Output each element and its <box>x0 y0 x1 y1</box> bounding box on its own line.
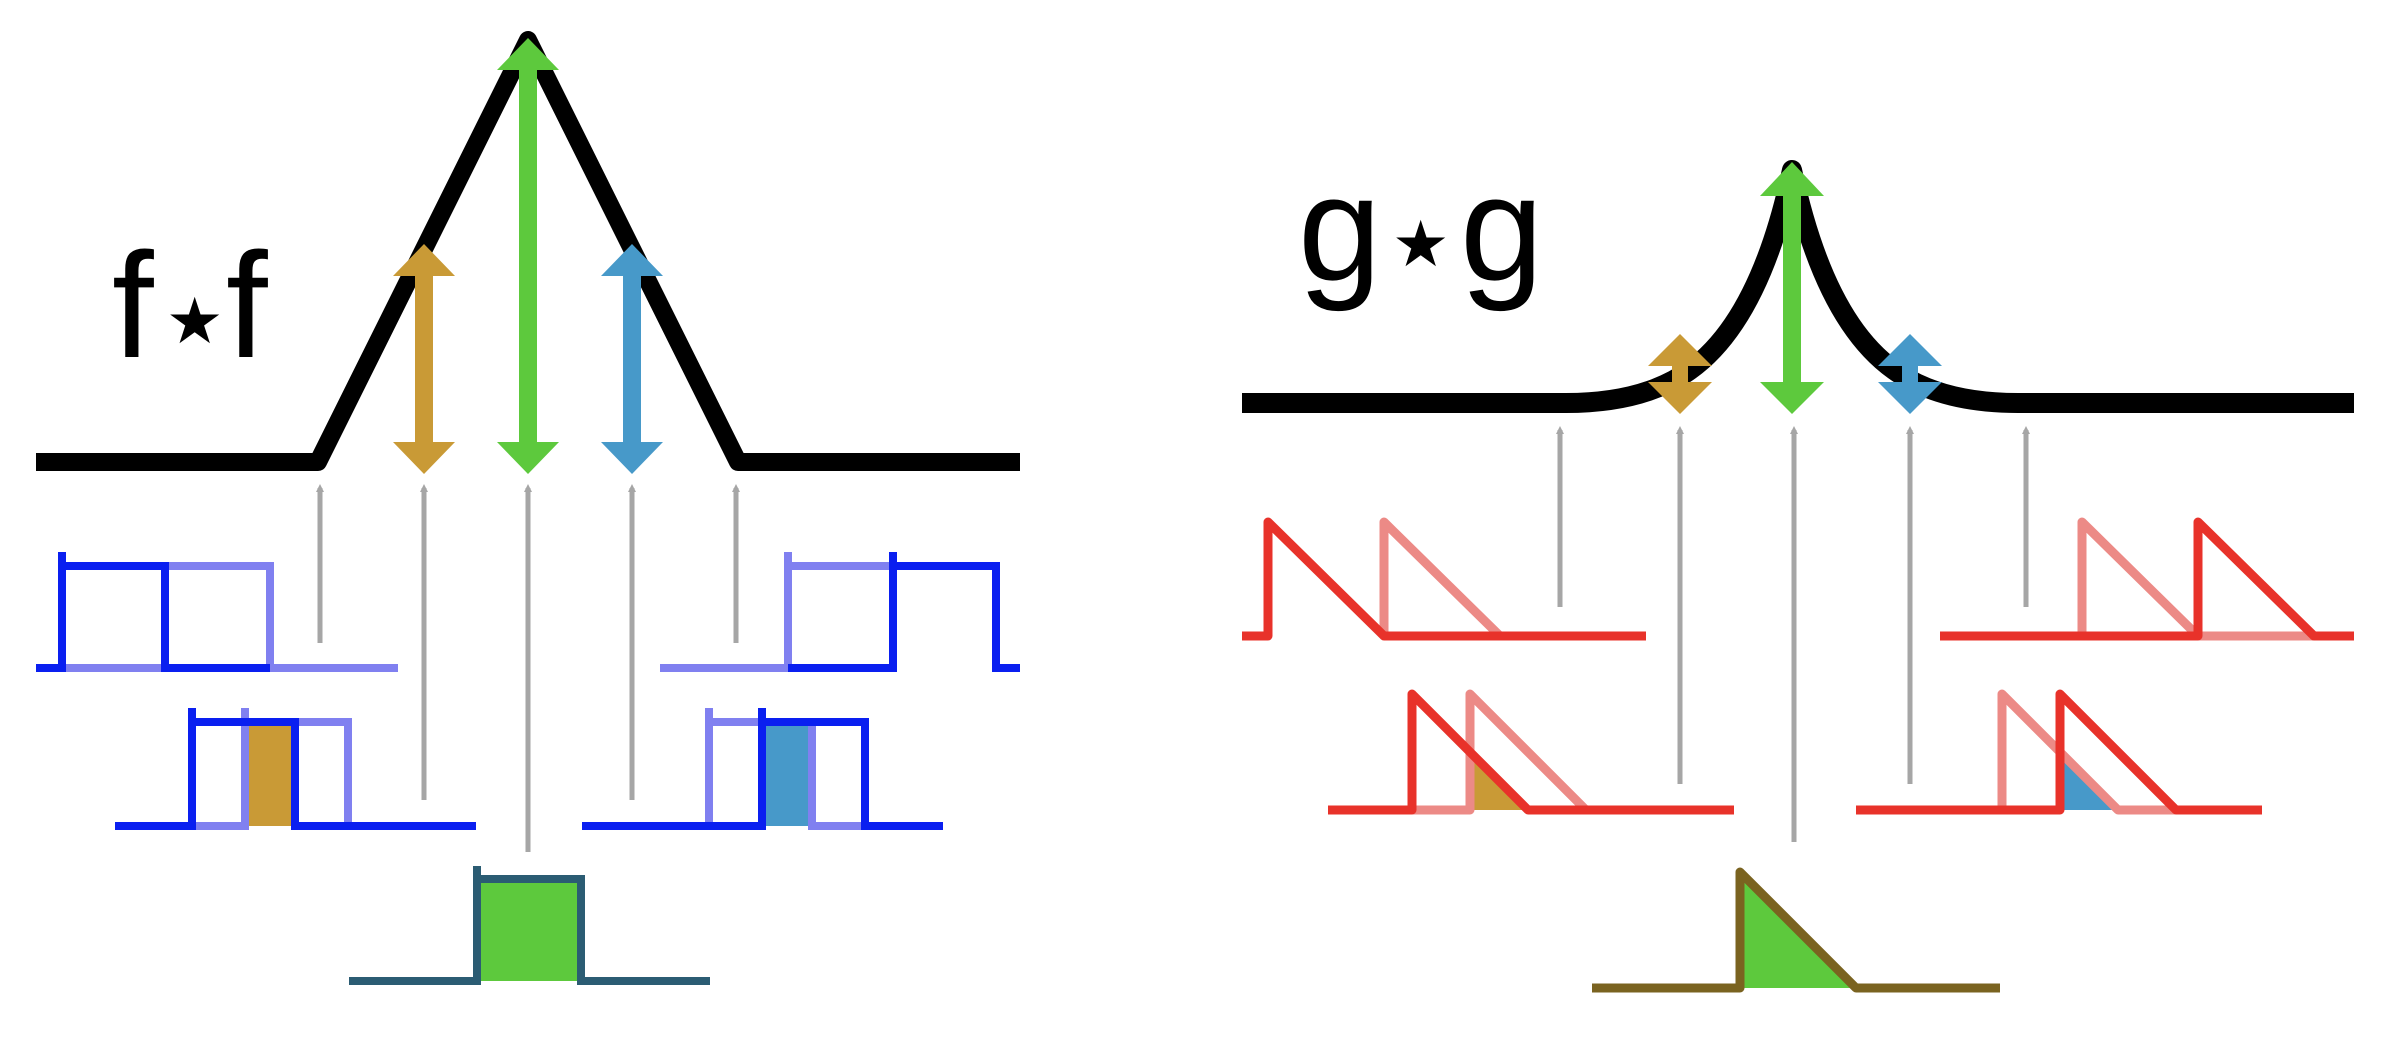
right-panel: g ★ g <box>1242 144 2354 993</box>
right-arrow-zero-shift <box>1760 162 1824 414</box>
right-label-star: ★ <box>1392 208 1449 282</box>
right-double-arrow-left-shift <box>1648 334 1712 414</box>
right-row1-right-pair <box>1940 517 2354 641</box>
left-double-arrow-left-shift <box>393 244 455 474</box>
right-row1-left-pair <box>1242 517 1646 641</box>
left-label-first-f: f <box>112 221 154 389</box>
right-row2-right-pair <box>1856 689 2262 815</box>
right-label-first-g: g <box>1298 144 1381 312</box>
left-label-second-f: f <box>226 221 268 389</box>
left-label-star: ★ <box>166 285 223 359</box>
left-overlap-right-shift <box>762 722 812 826</box>
right-row2-left-pair <box>1328 689 1734 815</box>
left-panel-label: f ★ f <box>112 221 268 389</box>
left-panel: f ★ f <box>36 31 1020 985</box>
right-row3-full-overlap <box>1592 867 2000 993</box>
left-overlap-zero-shift <box>477 879 581 981</box>
left-row2-right-pair <box>582 708 943 830</box>
left-arrow-zero-shift <box>497 38 559 474</box>
left-row3-full-overlap <box>349 866 710 985</box>
left-row1-left-pair <box>36 552 398 672</box>
left-double-arrow-right-shift <box>601 244 663 474</box>
left-row1-right-pair <box>660 552 1020 672</box>
left-overlap-left-shift <box>245 722 295 826</box>
right-double-arrow-right-shift <box>1878 334 1942 414</box>
right-label-second-g: g <box>1460 144 1543 312</box>
right-panel-label: g ★ g <box>1298 144 1543 312</box>
left-row2-left-pair <box>115 708 476 830</box>
